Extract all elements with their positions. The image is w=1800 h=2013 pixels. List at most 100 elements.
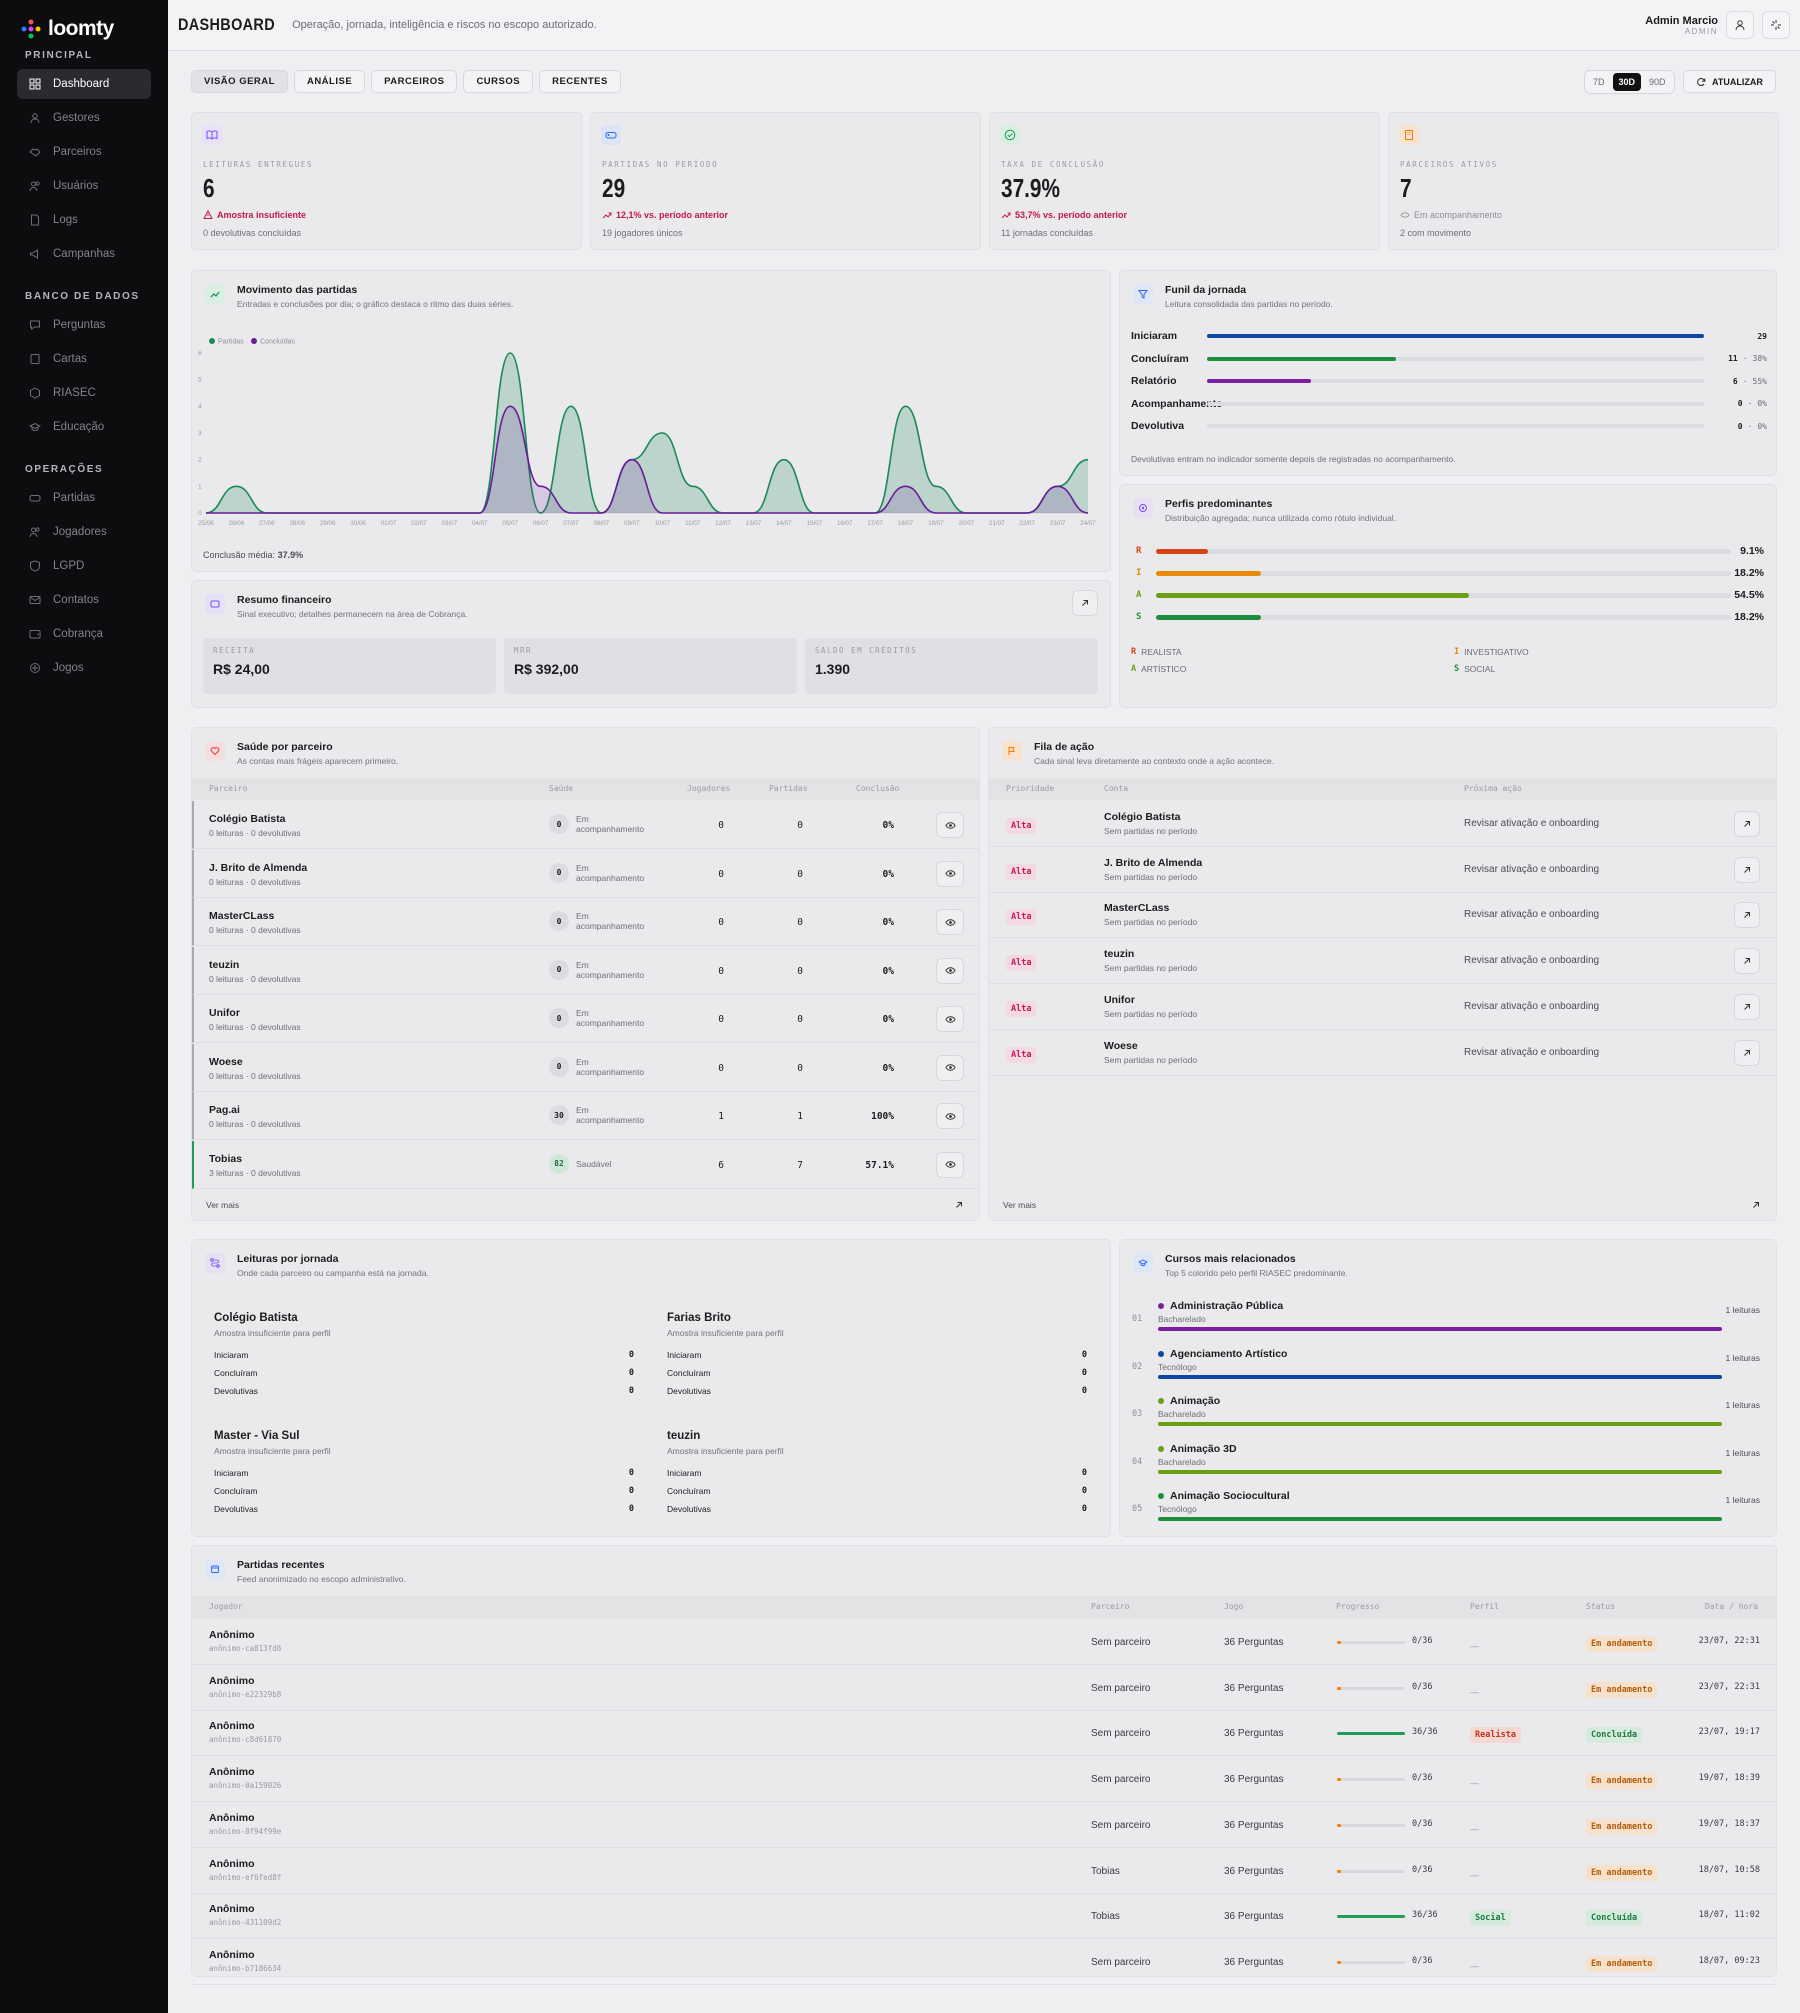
profile-button[interactable] (1726, 11, 1754, 39)
journey-stat-value: 0 (628, 1486, 634, 1496)
table-row[interactable]: Alta teuzin Sem partidas no período Revisar… (989, 938, 1776, 985)
sidebar-item-usuarios[interactable]: Usuários (17, 171, 151, 201)
sidebar-item-label: RIASEC (53, 387, 96, 399)
funnel-row: Relatório 6 · 55% (1131, 375, 1767, 387)
view-partner-button[interactable] (936, 1054, 964, 1081)
table-row[interactable]: Alta MasterCLass Sem partidas no período Re… (989, 892, 1776, 939)
open-account-button[interactable] (1734, 856, 1760, 883)
table-row[interactable]: Anônimo anônimo-ca813fd8 Sem parceiro 36 Pe… (192, 1619, 1776, 1665)
table-row[interactable]: MasterCLass 0 leituras · 0 devolutivas 0 Em… (192, 898, 979, 946)
sidebar-item-gestores[interactable]: Gestores (17, 103, 151, 133)
journey-stat-row: Devolutivas 0 (667, 1504, 1087, 1514)
sidebar-item-lgpd[interactable]: LGPD (17, 551, 151, 581)
table-row[interactable]: Alta Woese Sem partidas no período Revisar … (989, 1030, 1776, 1076)
tab-3[interactable]: CURSOS (463, 70, 534, 93)
sidebar-item-cobranca[interactable]: Cobrança (17, 619, 151, 649)
open-account-button[interactable] (1734, 902, 1760, 929)
view-partner-button[interactable] (936, 812, 964, 838)
view-partner-button[interactable] (936, 1151, 964, 1178)
theme-toggle-button[interactable] (1762, 11, 1790, 39)
table-row[interactable]: Anônimo anônimo-e22329b8 Sem parceiro 36 Pe… (192, 1665, 1776, 1711)
period-option-7d[interactable]: 7D (1593, 77, 1605, 87)
view-partner-button[interactable] (936, 957, 964, 984)
health-card: Saúde por parceiro As contas mais frágei… (191, 727, 980, 1221)
table-row[interactable]: teuzin 0 leituras · 0 devolutivas 0 Em acom… (192, 946, 979, 995)
y-tick-label: 6 (198, 350, 202, 357)
view-partner-button[interactable] (936, 1103, 964, 1129)
progress-fill (1337, 1641, 1342, 1644)
table-row[interactable]: Woese 0 leituras · 0 devolutivas 0 Em acomp… (192, 1043, 979, 1092)
course-item[interactable]: 03 Animação Bacharelado 1 leituras (1132, 1395, 1760, 1441)
funnel-track (1207, 379, 1704, 383)
table-row[interactable]: Alta J. Brito de Almenda Sem partidas no p… (989, 847, 1776, 893)
kpi-trend: 53,7% vs. período anterior (1001, 210, 1127, 220)
arrow-up-right-icon[interactable] (955, 1201, 963, 1209)
logo[interactable]: loomty (0, 0, 168, 44)
finance-open-button[interactable] (1072, 590, 1098, 616)
sidebar-item-partidas[interactable]: Partidas (17, 483, 151, 513)
y-tick-label: 1 (198, 483, 202, 490)
sidebar-item-label: Logs (53, 214, 78, 226)
riasec-legend-item: S SOCIAL (1454, 664, 1495, 674)
table-row[interactable]: Anônimo anônimo-b7186634 Sem parceiro 36 Pe… (192, 1939, 1776, 1985)
match-datetime: 19/07, 18:37 (1698, 1818, 1760, 1829)
table-row[interactable]: Tobias 3 leituras · 0 devolutivas 82 Saudáv… (192, 1140, 979, 1189)
match-datetime: 23/07, 19:17 (1698, 1727, 1760, 1738)
profile-empty: — (1470, 1686, 1479, 1697)
view-partner-button[interactable] (936, 860, 964, 887)
sidebar-item-jogos[interactable]: Jogos (17, 653, 151, 683)
table-row[interactable]: Anônimo anônimo-431109d2 Tobias 36 Pergunta… (192, 1893, 1776, 1940)
players-count: 0 (718, 965, 724, 977)
tab-2[interactable]: PARCEIROS (371, 70, 458, 93)
journey-partner-name: Colégio Batista (214, 1312, 298, 1324)
tab-4[interactable]: RECENTES (539, 70, 621, 93)
table-row[interactable]: Pag.ai 0 leituras · 0 devolutivas 30 Em aco… (192, 1092, 979, 1140)
sidebar-item-dashboard[interactable]: Dashboard (17, 69, 151, 99)
health-more-link[interactable]: Ver mais (206, 1200, 240, 1210)
open-account-button[interactable] (1734, 948, 1760, 975)
table-row[interactable]: Alta Colégio Batista Sem partidas no perío… (989, 801, 1776, 847)
open-account-button[interactable] (1734, 993, 1760, 1020)
view-partner-button[interactable] (936, 909, 964, 935)
tab-1[interactable]: ANÁLISE (293, 70, 366, 93)
x-tick-label: 13/07 (746, 520, 762, 527)
period-option-30d[interactable]: 30D (1612, 73, 1642, 91)
table-row[interactable]: Anônimo anônimo-c8d61870 Sem parceiro 36 Pe… (192, 1710, 1776, 1757)
course-item[interactable]: 05 Animação Sociocultural Tecnólogo 1 leitu… (1132, 1490, 1760, 1536)
riasec-row: S 18.2% (1136, 611, 1764, 623)
open-account-button[interactable] (1734, 1039, 1760, 1066)
sidebar-item-cartas[interactable]: Cartas (17, 344, 151, 374)
open-account-button[interactable] (1734, 811, 1760, 837)
funnel-row: Devolutiva 0 · 0% (1131, 420, 1767, 432)
refresh-button[interactable]: ATUALIZAR (1683, 70, 1776, 93)
table-row[interactable]: Anônimo anônimo-ef6fed8f Tobias 36 Pergunta… (192, 1848, 1776, 1894)
queue-more-link[interactable]: Ver mais (1003, 1200, 1037, 1210)
progress-bar (1337, 1823, 1405, 1827)
tab-0[interactable]: VISÃO GERAL (191, 70, 288, 93)
table-row[interactable]: Anônimo anônimo-8f94f99e Sem parceiro 36 Pe… (192, 1802, 1776, 1848)
course-item[interactable]: 01 Administração Pública Bacharelado 1 leit… (1132, 1300, 1760, 1346)
conclusion-rate: 57.1% (865, 1159, 894, 1171)
table-row[interactable]: Anônimo anônimo-0a159026 Sem parceiro 36 Pe… (192, 1756, 1776, 1803)
sidebar-item-riasec[interactable]: RIASEC (17, 378, 151, 408)
sidebar-item-jogadores[interactable]: Jogadores (17, 517, 151, 547)
course-item[interactable]: 02 Agenciamento Artístico Tecnólogo 1 leitu… (1132, 1348, 1760, 1394)
sidebar-item-logs[interactable]: Logs (17, 205, 151, 235)
next-action: Revisar ativação e onboarding (1464, 818, 1600, 829)
sidebar-item-educacao[interactable]: Educação (17, 412, 151, 442)
period-option-90d[interactable]: 90D (1649, 77, 1666, 87)
table-row[interactable]: Unifor 0 leituras · 0 devolutivas 0 Em acom… (192, 995, 979, 1043)
course-name: Animação (1170, 1395, 1221, 1408)
sidebar-item-campanhas[interactable]: Campanhas (17, 239, 151, 269)
table-row[interactable]: J. Brito de Almenda 0 leituras · 0 devolu… (192, 849, 979, 898)
table-row[interactable]: Colégio Batista 0 leituras · 0 devolutiva… (192, 801, 979, 849)
account-name: Woese (1104, 1039, 1138, 1052)
sidebar-item-parceiros[interactable]: Parceiros (17, 137, 151, 167)
user-icon (1735, 20, 1745, 31)
table-row[interactable]: Alta Unifor Sem partidas no período Revisar… (989, 984, 1776, 1030)
arrow-up-right-icon[interactable] (1752, 1201, 1760, 1209)
sidebar-item-perguntas[interactable]: Perguntas (17, 310, 151, 340)
view-partner-button[interactable] (936, 1006, 964, 1032)
course-item[interactable]: 04 Animação 3D Bacharelado 1 leituras (1132, 1443, 1760, 1489)
sidebar-item-contatos[interactable]: Contatos (17, 585, 151, 615)
